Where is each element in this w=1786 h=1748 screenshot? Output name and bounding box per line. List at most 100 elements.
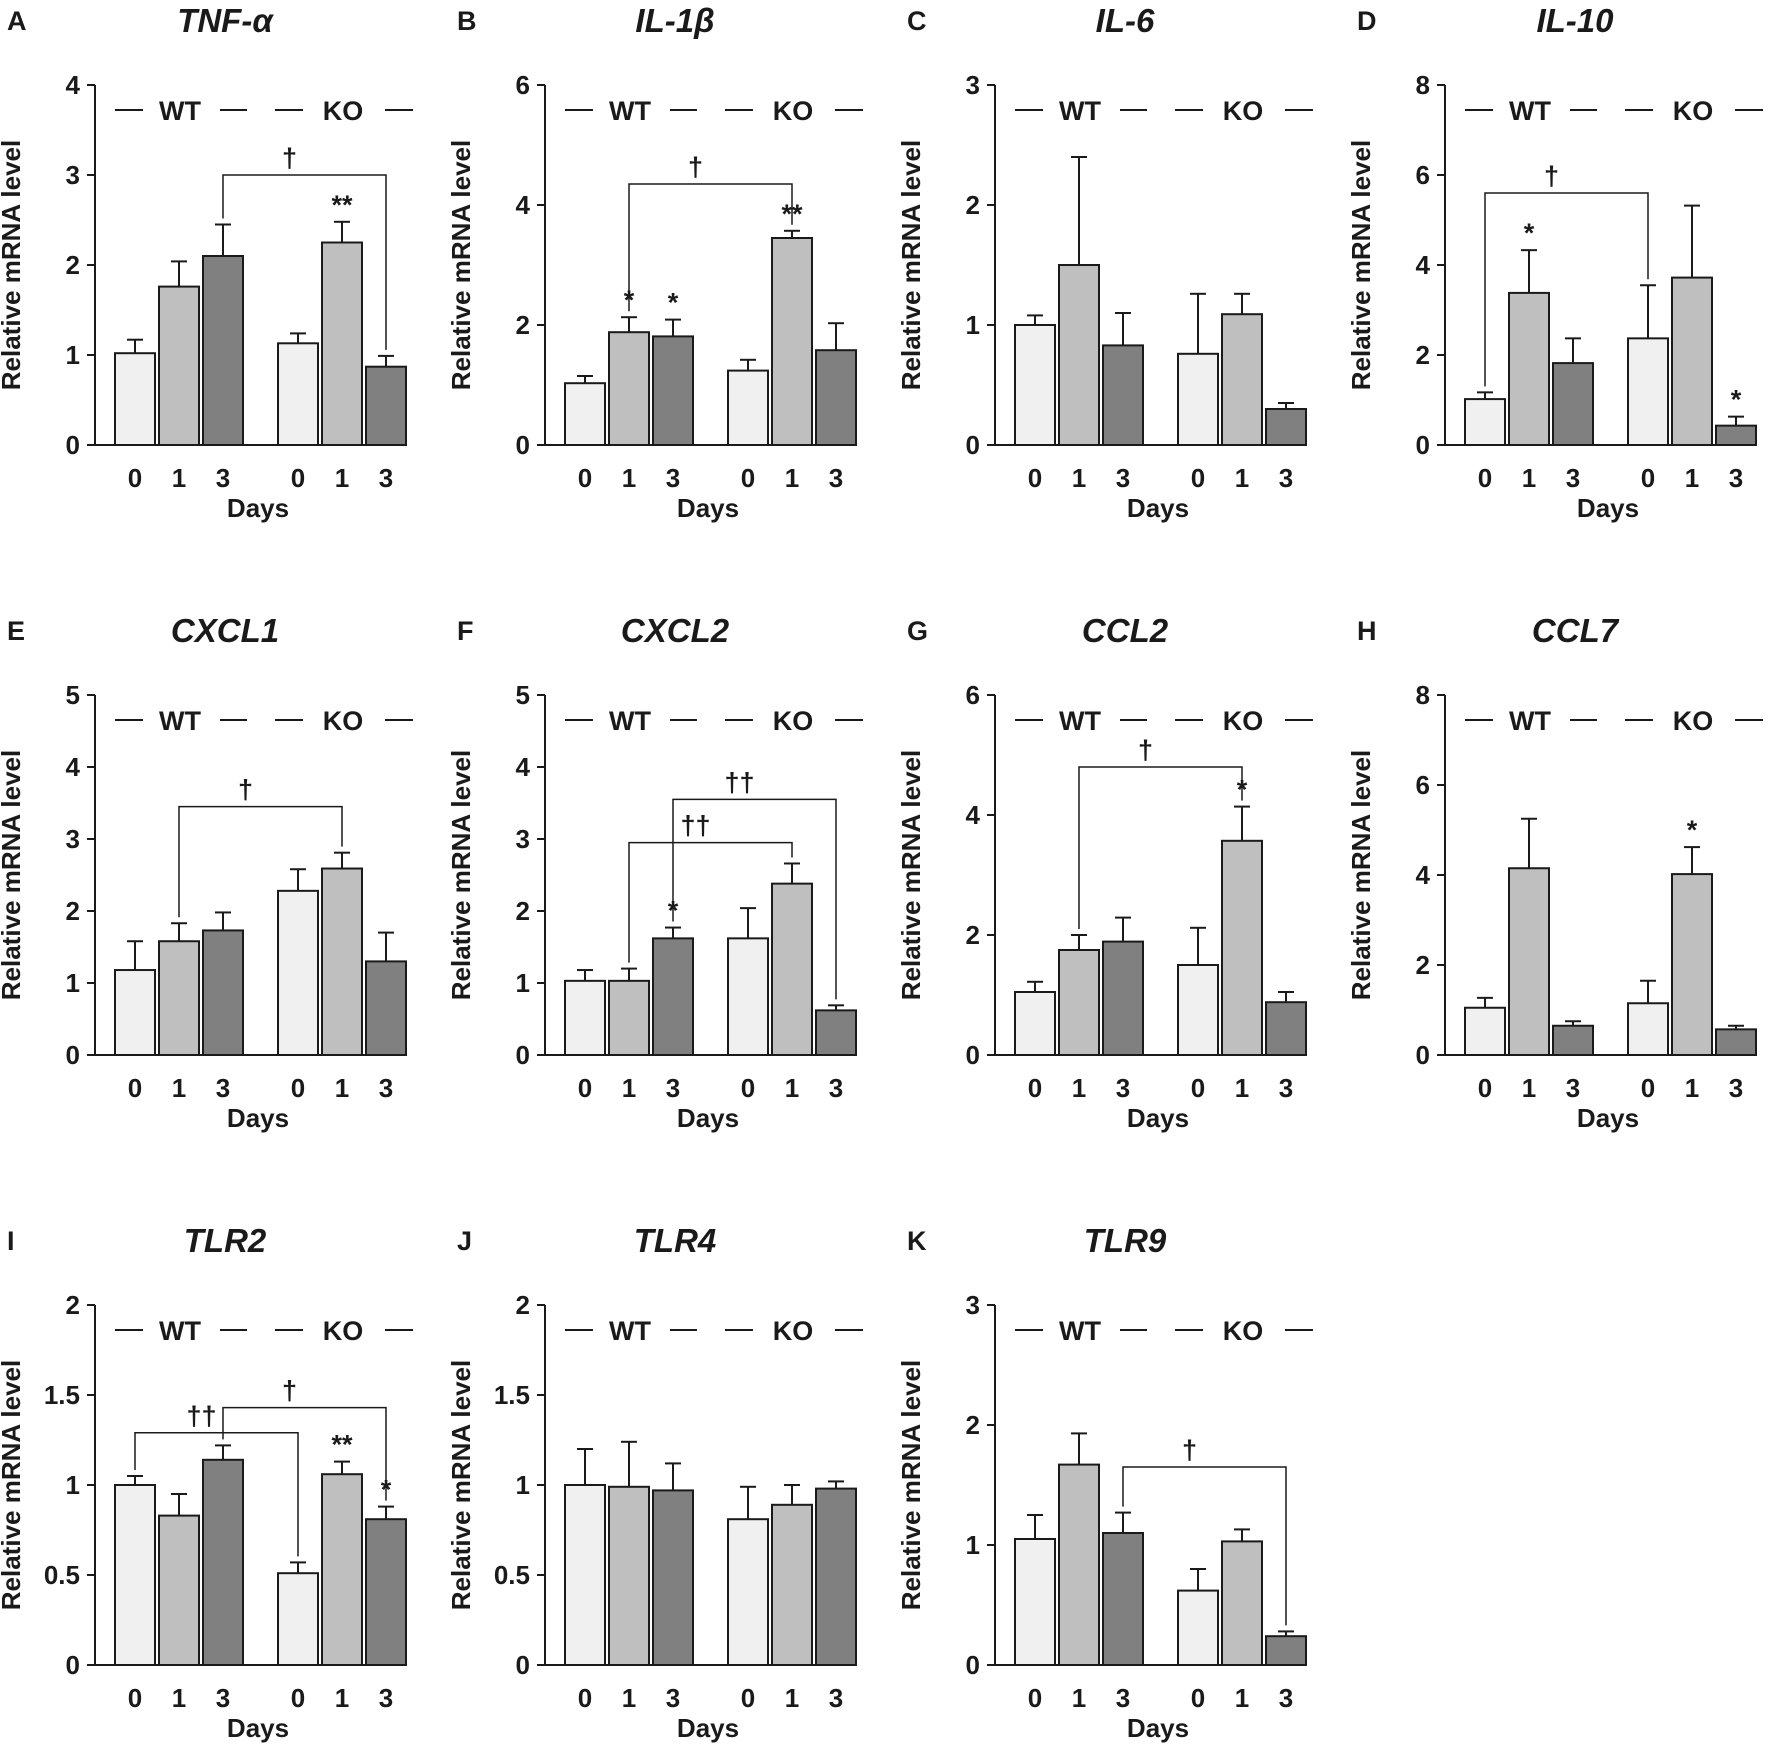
x-axis-label: Days [677,493,739,523]
bar [1265,408,1307,446]
group-label-ko: KO [773,1316,814,1346]
bar [1058,264,1100,446]
bar [564,1484,606,1666]
significance-bracket [1122,1466,1287,1626]
x-tick-label: 0 [128,1073,142,1103]
bar [1221,1540,1263,1667]
group-label-wt: WT [159,1316,201,1346]
x-tick-label: 3 [666,1073,680,1103]
x-tick-label: 0 [1191,1683,1205,1713]
x-tick-label: 1 [785,463,799,493]
significance-star: * [1687,815,1698,845]
y-tick-label: 3 [966,70,980,100]
group-label-ko: KO [323,706,364,736]
bar [1014,324,1056,446]
group-label-wt: WT [1059,706,1101,736]
x-axis-label: Days [1577,1103,1639,1133]
bar [1177,1589,1219,1666]
panel-label: H [1357,616,1377,646]
x-tick-label: 3 [829,463,843,493]
y-tick-label: 2 [1416,340,1430,370]
bar [1177,352,1219,446]
x-tick-label: 0 [291,1683,305,1713]
bar [1014,1538,1056,1666]
x-tick-label: 0 [741,1073,755,1103]
group-label-ko: KO [773,96,814,126]
x-tick-label: 0 [1028,463,1042,493]
x-tick-label: 3 [1279,1073,1293,1103]
x-tick-label: 0 [128,463,142,493]
x-tick-label: 1 [1072,463,1086,493]
group-label-ko: KO [1223,1316,1264,1346]
y-axis-label: Relative mRNA level [896,140,926,390]
y-tick-label: 4 [516,752,531,782]
group-label-wt: WT [609,1316,651,1346]
bar [1058,949,1100,1056]
bar [1671,276,1713,446]
y-tick-label: 6 [1416,160,1430,190]
x-tick-label: 3 [829,1073,843,1103]
x-tick-label: 3 [1116,463,1130,493]
y-tick-label: 4 [66,70,81,100]
bar [1265,1001,1307,1057]
bar [1552,362,1594,447]
y-axis-label: Relative mRNA level [0,140,26,390]
significance-dagger: † [238,775,253,805]
group-label-wt: WT [609,96,651,126]
y-tick-label: 8 [1416,70,1430,100]
panel-label: B [457,6,477,36]
x-tick-label: 1 [335,463,349,493]
x-tick-label: 3 [216,1073,230,1103]
y-tick-label: 3 [66,160,80,190]
y-tick-label: 1 [966,1530,980,1560]
y-tick-label: 0 [66,1040,80,1070]
x-tick-label: 1 [622,463,636,493]
y-tick-label: 8 [1416,680,1430,710]
panel-title: CCL7 [1532,612,1620,649]
panel-label: I [7,1226,15,1256]
x-tick-label: 1 [1235,1073,1249,1103]
x-tick-label: 0 [1641,463,1655,493]
bar [815,349,857,447]
x-tick-label: 1 [1685,1073,1699,1103]
bar [158,1514,200,1666]
bar [1627,1002,1669,1056]
group-label-ko: KO [323,96,364,126]
panel-label: D [1357,6,1377,36]
bar [727,1518,769,1666]
significance-dagger: † [1138,735,1153,765]
y-tick-label: 4 [966,800,981,830]
bar [114,352,156,447]
y-tick-label: 2 [66,250,80,280]
significance-bracket [1484,192,1649,387]
y-axis-label: Relative mRNA level [446,140,476,390]
x-tick-label: 3 [379,463,393,493]
bar [158,285,200,446]
bar [158,940,200,1056]
group-label-wt: WT [609,706,651,736]
significance-dagger: †† [186,1401,216,1431]
significance-bracket [672,798,837,1000]
y-tick-label: 0 [66,1650,80,1680]
group-label-wt: WT [1509,706,1551,736]
y-tick-label: 2 [66,1290,80,1320]
bar [365,1518,407,1666]
bar [277,342,319,446]
group-label-ko: KO [1223,96,1264,126]
x-tick-label: 1 [785,1683,799,1713]
y-axis-label: Relative mRNA level [1346,140,1376,390]
x-tick-label: 1 [1522,463,1536,493]
y-tick-label: 4 [516,190,531,220]
y-tick-label: 5 [66,680,80,710]
x-tick-label: 3 [666,1683,680,1713]
bar [652,937,694,1056]
bar [1058,1463,1100,1666]
panel-title: TLR4 [634,1222,717,1259]
bar [365,960,407,1057]
y-tick-label: 4 [1416,250,1431,280]
